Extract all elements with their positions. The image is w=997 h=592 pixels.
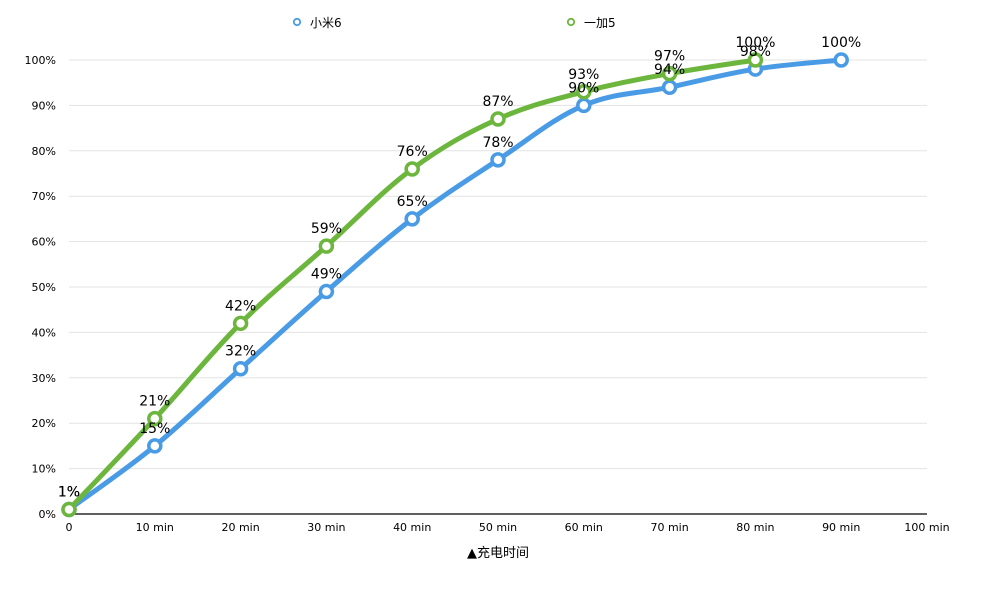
legend: 小米6 一加5	[292, 16, 616, 30]
series-lines	[61, 52, 849, 518]
x-tick-label: 30 min	[307, 521, 345, 534]
y-tick-label: 90%	[32, 99, 56, 112]
data-point	[661, 65, 678, 82]
y-tick-label: 0%	[39, 508, 56, 521]
series-line-1	[66, 57, 844, 512]
data-label: 1%	[58, 484, 80, 500]
data-point	[318, 283, 335, 300]
x-tick-label: 50 min	[479, 521, 517, 534]
data-point	[318, 238, 335, 254]
data-label: 1%	[58, 484, 80, 500]
data-point	[404, 211, 420, 227]
data-label: 78%	[482, 135, 513, 151]
data-point	[232, 315, 249, 332]
data-label: 42%	[225, 298, 256, 314]
y-tick-label: 70%	[32, 190, 56, 203]
x-tick-label: 100 min	[904, 521, 949, 534]
data-label: 90%	[568, 80, 599, 96]
legend-label: 一加5	[584, 16, 616, 30]
y-tick-label: 10%	[32, 463, 56, 476]
x-tick-label: 60 min	[565, 521, 603, 534]
data-label: 32%	[225, 344, 256, 360]
data-point	[747, 52, 764, 68]
x-tick-label: 90 min	[822, 521, 860, 534]
data-label: 93%	[568, 67, 599, 83]
data-label: 76%	[397, 144, 428, 160]
data-point	[147, 438, 163, 454]
data-label: 65%	[397, 194, 428, 210]
data-point	[833, 52, 849, 68]
data-point	[490, 152, 506, 168]
data-point	[61, 501, 77, 518]
y-tick-label: 30%	[32, 372, 56, 385]
y-tick-label: 100%	[25, 54, 56, 67]
data-label: 21%	[139, 394, 170, 410]
x-tick-label: 10 min	[136, 521, 174, 534]
legend-marker	[566, 17, 576, 27]
x-tick-label: 20 min	[221, 521, 259, 534]
y-tick-label: 50%	[32, 281, 56, 294]
y-tick-label: 20%	[32, 417, 56, 430]
legend-marker	[292, 17, 302, 27]
x-tick-label: 70 min	[650, 521, 688, 534]
data-labels: 1%15%32%49%65%78%90%94%98%100%1%21%42%59…	[58, 35, 861, 500]
x-tick-label: 80 min	[736, 521, 774, 534]
axes: 0% 10% 20% 30% 40% 50% 60% 70% 80% 90% 100% 0 10 min…	[25, 54, 950, 534]
data-label: 98%	[740, 44, 771, 60]
series-line-2	[66, 57, 758, 512]
data-label: 87%	[482, 94, 513, 110]
data-point	[147, 410, 163, 427]
y-tick-label: 60%	[32, 236, 56, 249]
y-tick-label: 40%	[32, 326, 56, 339]
data-point	[404, 161, 420, 177]
legend-label: 小米6	[310, 16, 342, 30]
data-point	[576, 97, 592, 114]
data-label: 15%	[139, 421, 170, 437]
y-tick-label: 80%	[32, 145, 56, 158]
data-label: 100%	[735, 35, 775, 51]
data-label: 100%	[821, 35, 861, 51]
grid-lines	[69, 59, 927, 470]
x-tick-label: 0	[66, 521, 73, 534]
data-point	[490, 111, 506, 127]
x-tick-label: 40 min	[393, 521, 431, 534]
data-point	[232, 360, 249, 377]
data-point	[576, 84, 592, 100]
data-label: 59%	[311, 221, 342, 237]
data-label: 97%	[654, 49, 685, 65]
data-label: 94%	[654, 62, 685, 78]
data-point	[661, 79, 678, 95]
x-axis-title: ▲充电时间	[467, 545, 529, 561]
data-label: 49%	[311, 267, 342, 283]
